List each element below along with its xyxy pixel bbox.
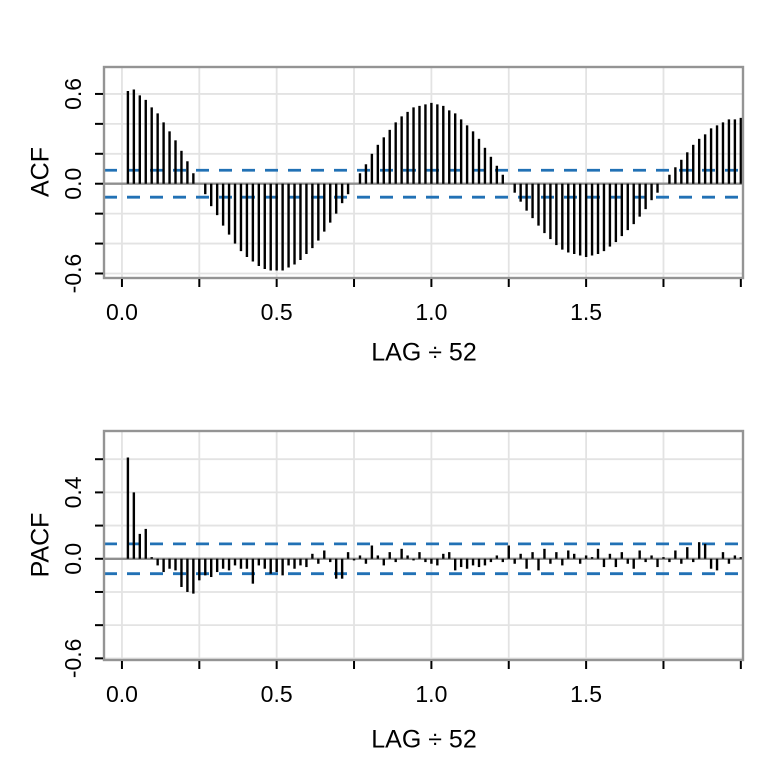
y-tick-label: 0.6	[60, 78, 86, 110]
pacf-panel-border	[102, 429, 745, 662]
pacf-gridlines	[104, 431, 743, 660]
y-tick-label: 0.0	[60, 168, 86, 200]
x-tick-label: 0.0	[106, 299, 138, 325]
x-tick-label: 1.0	[415, 681, 447, 707]
pacf-x-axis-ticks: 0.0 0.5 1.0 1.5	[106, 661, 742, 707]
x-tick-label: 0.5	[261, 299, 293, 325]
acf-x-axis-title: LAG ÷ 52	[371, 338, 477, 367]
pacf-y-axis-ticks: 0.4 0.0 -0.6	[60, 458, 103, 679]
x-tick-label: 0.0	[106, 681, 138, 707]
acf-y-axis-title: ACF	[26, 147, 55, 197]
acf-x-axis-ticks: 0.0 0.5 1.0 1.5	[106, 279, 742, 325]
x-tick-label: 1.5	[570, 299, 602, 325]
acf-plot: 0.0 0.5 1.0 1.5 0.6 0.0 -0.6	[60, 65, 745, 325]
acf-panel-border	[102, 65, 745, 280]
acf-gridlines	[104, 67, 743, 278]
y-tick-label: 0.4	[60, 476, 86, 508]
x-tick-label: 1.0	[415, 299, 447, 325]
acf-y-axis-ticks: 0.6 0.0 -0.6	[60, 78, 103, 293]
y-tick-label: -0.6	[60, 254, 86, 294]
pacf-bars	[126, 457, 743, 594]
y-tick-label: -0.6	[60, 639, 86, 679]
pacf-plot: 0.0 0.5 1.0 1.5 0.4 0.0 -0.6	[60, 429, 745, 707]
pacf-y-axis-title: PACF	[26, 512, 55, 578]
x-tick-label: 0.5	[261, 681, 293, 707]
acf-bars	[126, 89, 743, 271]
x-tick-label: 1.5	[570, 681, 602, 707]
pacf-x-axis-title: LAG ÷ 52	[371, 725, 477, 754]
y-tick-label: 0.0	[60, 543, 86, 575]
